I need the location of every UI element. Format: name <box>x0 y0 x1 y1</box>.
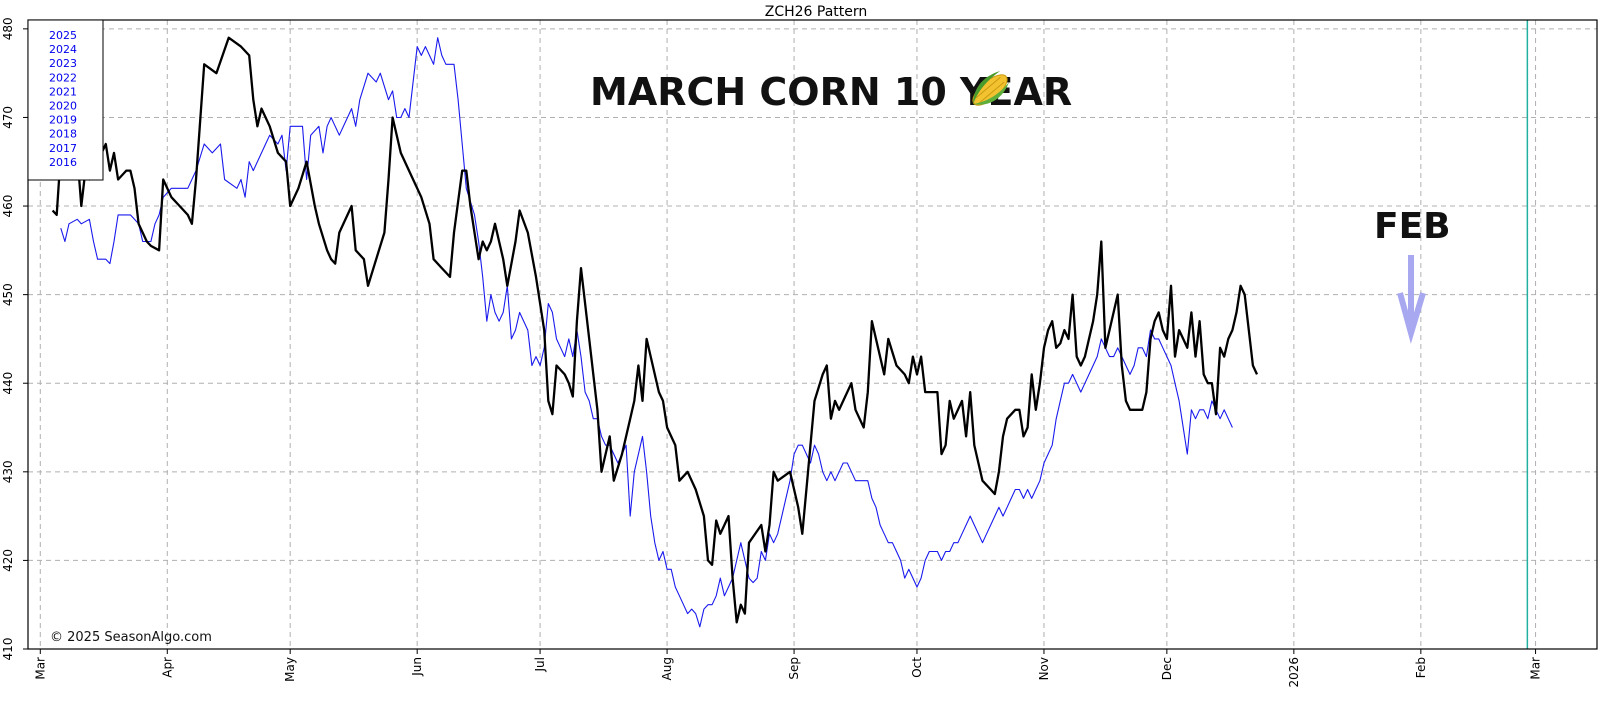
x-tick-label: Apr <box>160 657 174 678</box>
series-line-pattern <box>60 37 1233 628</box>
x-tick-label: Jun <box>410 657 424 677</box>
y-tick-label: 430 <box>1 460 15 483</box>
y-tick-label: 450 <box>1 283 15 306</box>
legend-box <box>27 19 104 181</box>
legend-entry: 2021 <box>49 85 77 98</box>
feb-label: FEB <box>1374 206 1451 247</box>
y-tick-label: 460 <box>1 195 15 218</box>
feb-annotation: FEB <box>1374 206 1451 344</box>
legend-entry: 2018 <box>49 128 77 141</box>
y-tick-label: 470 <box>1 106 15 129</box>
series-lines <box>51 36 1259 628</box>
x-tick-label: Mar <box>33 657 47 680</box>
x-tick-label: Nov <box>1037 657 1051 680</box>
x-tick-label: Feb <box>1414 657 1428 678</box>
x-tick-label: Mar <box>1529 657 1543 680</box>
legend-entry: 2016 <box>49 156 77 169</box>
y-tick-label: 420 <box>1 549 15 572</box>
x-tick-label: 2026 <box>1287 657 1301 688</box>
y-tick-label: 410 <box>1 638 15 661</box>
down-arrow-icon <box>1397 255 1426 344</box>
x-tick-label: Dec <box>1160 657 1174 680</box>
x-axis-ticks: Mar Apr May Jun Jul Aug Sep Oct Nov Dec 2026 Feb Mar <box>33 649 1543 688</box>
legend-entry: 2022 <box>49 71 77 84</box>
copyright-text: © 2025 SeasonAlgo.com <box>50 630 212 645</box>
y-tick-label: 440 <box>1 372 15 395</box>
legend-entry: 2017 <box>49 142 77 155</box>
legend-entry: 2023 <box>49 57 77 70</box>
legend-entry: 2025 <box>49 29 77 42</box>
legend-entry: 2019 <box>49 114 77 127</box>
corn-icon <box>972 71 1010 106</box>
y-tick-label: 480 <box>1 17 15 40</box>
chart-title: ZCH26 Pattern <box>765 4 868 20</box>
legend-entry: 2024 <box>49 43 77 56</box>
x-tick-label: Jul <box>533 657 547 672</box>
series-line-current <box>51 36 1259 624</box>
x-tick-label: Sep <box>787 657 801 680</box>
x-tick-label: Aug <box>660 657 674 680</box>
x-tick-label: May <box>283 657 297 682</box>
headline: MARCH CORN 10 YEAR <box>590 70 1072 114</box>
plot-frame <box>27 19 1598 650</box>
x-tick-label: Oct <box>910 657 924 678</box>
y-axis-ticks: 410 420 430 440 450 460 470 480 <box>1 17 28 660</box>
legend-entry: 2020 <box>49 100 77 113</box>
